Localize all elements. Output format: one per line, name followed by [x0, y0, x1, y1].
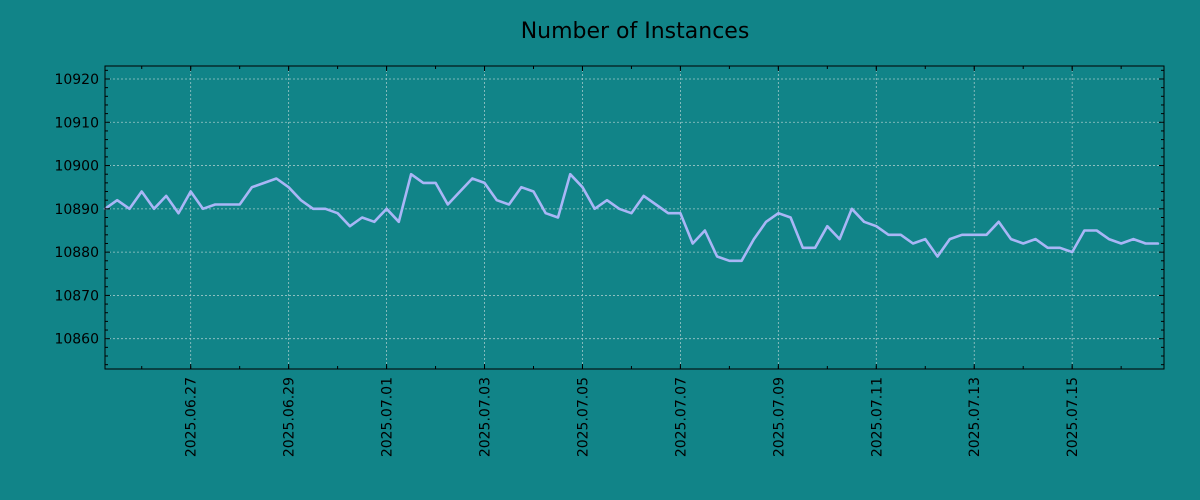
x-tick-label: 2025.07.03 — [478, 377, 494, 457]
x-tick-label: 2025.06.29 — [282, 377, 298, 457]
x-tick-label: 2025.07.13 — [967, 377, 983, 457]
series-line — [103, 172, 1160, 263]
x-tick-label: 2025.06.27 — [184, 377, 200, 457]
y-tick-label: 10860 — [54, 332, 99, 348]
y-tick-label: 10870 — [54, 288, 99, 304]
y-tick-label: 10880 — [54, 245, 99, 261]
x-tick-label: 2025.07.11 — [869, 377, 885, 457]
x-tick-label: 2025.07.09 — [771, 377, 787, 457]
x-tick-label: 2025.07.01 — [380, 377, 396, 457]
y-tick-label: 10910 — [54, 115, 99, 131]
series-layer — [103, 172, 1160, 263]
plot-area-frame — [104, 65, 1165, 370]
label-layer: 10860 10870 10880 10890 10900 10910 10920 2025.… — [54, 72, 1081, 457]
y-tick-label: 10890 — [54, 202, 99, 218]
x-tick-label: 2025.07.15 — [1065, 377, 1081, 457]
grid-layer — [105, 66, 1164, 369]
y-tick-label: 10920 — [54, 72, 99, 88]
x-tick-label: 2025.07.07 — [673, 377, 689, 457]
chart-title: Number of Instances — [521, 19, 750, 44]
y-tick-label: 10900 — [54, 159, 99, 175]
tick-layer — [105, 66, 1164, 369]
x-tick-label: 2025.07.05 — [575, 377, 591, 457]
